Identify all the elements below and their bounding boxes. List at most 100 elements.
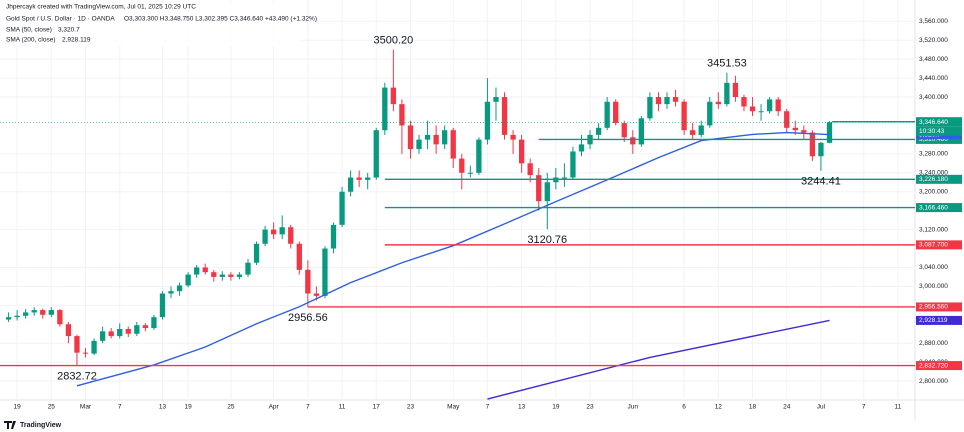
last-price-label-box xyxy=(916,117,962,127)
candle-body xyxy=(373,130,379,178)
candle-body xyxy=(578,144,585,152)
credit: Jhpercayk created with TradingView.com, … xyxy=(6,4,196,11)
candle-body xyxy=(459,158,465,173)
candle-body xyxy=(65,324,72,337)
candle-body xyxy=(296,243,302,270)
candle-body xyxy=(664,97,670,105)
sma-line xyxy=(487,319,830,400)
candle-body xyxy=(442,130,448,145)
candle-body xyxy=(305,269,311,294)
price-annotation: 2956.56 xyxy=(288,312,328,324)
candle-body xyxy=(732,82,739,98)
candle-body xyxy=(168,291,174,294)
candle-body xyxy=(236,274,243,277)
brand-logo xyxy=(4,421,16,429)
candle-body xyxy=(698,125,704,135)
candle-body xyxy=(510,134,516,140)
candle-body xyxy=(416,139,422,150)
candle-body xyxy=(399,104,405,126)
candle-body xyxy=(330,224,337,249)
candle-body xyxy=(638,118,645,145)
candle-body xyxy=(82,352,89,354)
candle-body xyxy=(724,82,730,105)
x-tick-label: 7 xyxy=(118,404,122,411)
candle-body xyxy=(536,175,542,202)
candle-body xyxy=(5,317,12,320)
candle-body xyxy=(672,97,679,102)
level-label-box xyxy=(916,134,962,144)
candle-body xyxy=(604,101,610,128)
candle-body xyxy=(219,274,225,277)
candle-body xyxy=(775,99,781,112)
candle-body xyxy=(91,340,97,354)
x-tick-label: Jun xyxy=(628,404,639,411)
candle-body xyxy=(202,267,208,273)
legend-backdrop xyxy=(2,2,302,46)
candle-body xyxy=(493,97,499,102)
candle-body xyxy=(211,272,217,277)
candle-body xyxy=(681,101,687,131)
x-tick-label: 18 xyxy=(749,404,757,411)
level-label: 2,956.560 xyxy=(919,304,948,311)
sma200-name[interactable]: SMA (200, close) xyxy=(6,37,56,44)
candle-body xyxy=(134,325,140,334)
candle-body xyxy=(595,127,602,135)
candle-body xyxy=(766,99,773,112)
candle-body xyxy=(253,243,260,263)
y-tick-label: 3,440.000 xyxy=(919,75,948,82)
x-tick-label: 25 xyxy=(227,404,235,411)
candle-body xyxy=(784,111,790,128)
price-annotation: 3244.41 xyxy=(801,176,841,188)
candle-body xyxy=(809,132,816,157)
level-label-box xyxy=(916,361,962,371)
candle-body xyxy=(544,182,550,202)
sma50-value: 3,320.7 xyxy=(58,27,80,34)
candle-body xyxy=(245,262,251,275)
candle-body xyxy=(792,127,798,131)
countdown-box xyxy=(916,126,962,136)
candle-body xyxy=(570,151,576,178)
x-tick-label: 11 xyxy=(895,404,902,411)
y-tick-label: 3,400.000 xyxy=(919,94,948,101)
candle-body xyxy=(117,328,123,337)
level-label-box xyxy=(916,240,962,250)
x-tick-label: Apr xyxy=(269,404,280,411)
candle-body xyxy=(339,191,345,225)
x-tick-label: 17 xyxy=(373,404,381,411)
x-tick-label: 24 xyxy=(783,404,791,411)
candle-body xyxy=(23,312,29,316)
sma50-name[interactable]: SMA (50, close) xyxy=(6,27,52,34)
x-tick-label: Jul xyxy=(817,404,826,411)
x-tick-label: 19 xyxy=(552,404,560,411)
symbol[interactable]: Gold Spot / U.S. Dollar · 1D · OANDA xyxy=(6,16,115,23)
y-tick-label: 3,120.000 xyxy=(919,226,948,233)
candle-body xyxy=(125,328,131,334)
candle-body xyxy=(279,227,285,235)
x-tick-label: 7 xyxy=(862,404,866,411)
candle-body xyxy=(14,315,20,318)
candle-body xyxy=(476,139,482,173)
y-tick-label: 3,480.000 xyxy=(919,56,948,63)
x-tick-label: 7 xyxy=(306,404,310,411)
candle-body xyxy=(527,163,533,176)
x-tick-label: May xyxy=(447,404,460,411)
candle-body xyxy=(313,293,320,296)
y-tick-label: 3,000.000 xyxy=(919,283,948,290)
candle-body xyxy=(194,267,200,275)
countdown: 10:30:43 xyxy=(919,128,945,135)
candle-body xyxy=(707,101,713,126)
candle-body xyxy=(630,137,636,145)
candle-body xyxy=(390,87,397,105)
candle-body xyxy=(288,227,294,244)
price-annotation: 3451.53 xyxy=(707,58,747,70)
candle-body xyxy=(647,97,653,119)
candle-body xyxy=(347,177,354,192)
level-label-box xyxy=(916,203,962,213)
candle-body xyxy=(31,310,37,313)
candle-body xyxy=(561,177,568,179)
x-tick-label: 6 xyxy=(682,404,686,411)
candle-body xyxy=(365,177,371,180)
price-annotation: 3120.76 xyxy=(527,234,567,246)
